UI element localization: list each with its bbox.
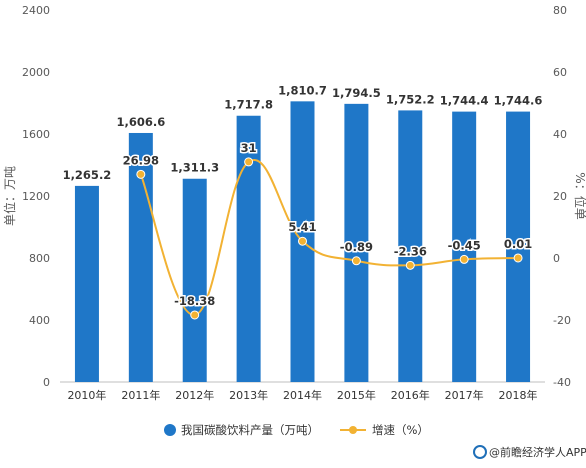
right-axis-ticks: -40 -20 0 20 40 60 80 bbox=[553, 4, 571, 389]
x-tick-label: 2015年 bbox=[337, 388, 376, 402]
bar-data-label: 1,744.4 bbox=[440, 94, 489, 108]
y2-tick-label: 60 bbox=[553, 66, 567, 79]
line-point bbox=[298, 236, 307, 246]
bar bbox=[236, 115, 261, 382]
line-point bbox=[244, 157, 254, 167]
legend: 我国碳酸饮料产量（万吨） 增速（%） bbox=[164, 423, 429, 437]
y-tick-label: 2000 bbox=[22, 66, 50, 79]
legend-bar-label: 我国碳酸饮料产量（万吨） bbox=[181, 423, 319, 437]
x-tick-label: 2016年 bbox=[391, 388, 430, 402]
bar bbox=[452, 111, 477, 383]
y-tick-label: 1200 bbox=[22, 190, 50, 203]
x-tick-label: 2014年 bbox=[283, 388, 322, 402]
bar-data-label: 1,744.6 bbox=[494, 94, 543, 108]
y2-tick-label: -40 bbox=[553, 376, 571, 389]
line-point bbox=[351, 256, 361, 266]
line-point bbox=[405, 260, 415, 270]
y-tick-label: 0 bbox=[43, 376, 50, 389]
legend-line-label: 增速（%） bbox=[372, 423, 429, 437]
line-data-label: -2.36 bbox=[394, 244, 427, 258]
line-data-label: 26.98 bbox=[123, 153, 159, 167]
bar-data-labels: 1,265.2 1,606.6 1,311.3 1,717.8 1,810.7 1,794… bbox=[63, 83, 543, 182]
bar-data-label: 1,794.5 bbox=[332, 86, 381, 100]
line-series bbox=[136, 157, 523, 320]
x-tick-label: 2017年 bbox=[445, 388, 484, 402]
y-axis-title: 单位：万吨 bbox=[2, 166, 17, 226]
x-tick-label: 2013年 bbox=[229, 388, 268, 402]
bar-data-label: 1,606.6 bbox=[116, 115, 165, 129]
line-point bbox=[190, 310, 200, 320]
source-credit: @前瞻经济学人APP bbox=[473, 445, 586, 459]
bar-data-label: 1,717.8 bbox=[224, 98, 273, 112]
bar-data-label: 1,810.7 bbox=[278, 83, 327, 97]
y2-tick-label: 0 bbox=[553, 252, 560, 265]
line-data-label: 5.41 bbox=[288, 220, 316, 234]
line-point bbox=[136, 169, 146, 179]
y-tick-label: 800 bbox=[29, 252, 50, 265]
y2-tick-label: -20 bbox=[553, 314, 571, 327]
source-logo-icon bbox=[473, 445, 487, 459]
x-tick-label: 2018年 bbox=[499, 388, 538, 402]
line-data-label: 0.01 bbox=[504, 237, 532, 251]
bar bbox=[344, 103, 369, 382]
bar bbox=[74, 185, 99, 382]
y-tick-label: 1600 bbox=[22, 128, 50, 141]
y2-tick-label: 40 bbox=[553, 128, 567, 141]
legend-bar-marker bbox=[164, 424, 176, 436]
bar-data-label: 1,311.3 bbox=[170, 161, 219, 175]
source-text: @前瞻经济学人APP bbox=[489, 445, 586, 459]
x-axis-ticks: 2010年 2011年 2012年 2013年 2014年 2015年 2016年 2017年… bbox=[67, 388, 537, 402]
y2-tick-label: 80 bbox=[553, 4, 567, 17]
bar bbox=[182, 178, 207, 382]
line-data-label: -0.45 bbox=[448, 238, 481, 252]
y2-tick-label: 20 bbox=[553, 190, 567, 203]
legend-line-marker-dot bbox=[349, 426, 357, 434]
line-data-label: -18.38 bbox=[174, 294, 215, 308]
y-tick-label: 2400 bbox=[22, 4, 50, 17]
line-point bbox=[513, 253, 523, 263]
line-point bbox=[459, 254, 469, 264]
line-data-labels: 26.98 -18.38 31 5.41 -0.89 -2.36 -0.45 0.01 bbox=[121, 139, 534, 309]
y2-axis-title: %：位单 bbox=[573, 172, 586, 219]
bar bbox=[398, 110, 423, 382]
bar bbox=[506, 111, 531, 382]
x-tick-label: 2011年 bbox=[121, 388, 160, 402]
y-tick-label: 400 bbox=[29, 314, 50, 327]
line-data-label: -0.89 bbox=[340, 240, 373, 254]
bar-data-label: 1,265.2 bbox=[63, 168, 112, 182]
x-tick-label: 2010年 bbox=[67, 388, 106, 402]
left-axis-ticks: 0 400 800 1200 1600 2000 2400 bbox=[22, 4, 50, 389]
bar-data-label: 1,752.2 bbox=[386, 92, 435, 106]
x-tick-label: 2012年 bbox=[175, 388, 214, 402]
line-data-label: 31 bbox=[241, 141, 257, 155]
